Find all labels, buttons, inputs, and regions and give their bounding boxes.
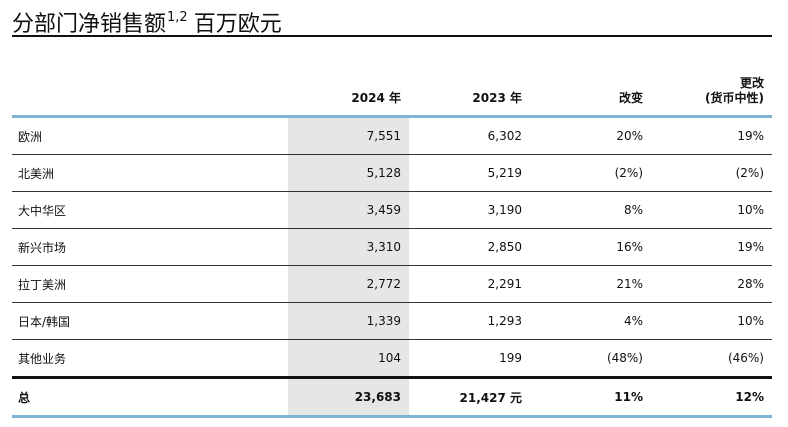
cell-2023: 5,219 — [409, 155, 530, 192]
cell-change-fx: 19% — [651, 118, 772, 155]
total-2023: 21,427 元 — [409, 379, 530, 418]
cell-change: (48%) — [530, 340, 651, 379]
page-title: 分部门净销售额1,2 百万欧元 — [12, 0, 282, 37]
row-label: 日本/韩国 — [12, 303, 288, 340]
cell-2024: 104 — [288, 340, 409, 379]
cell-2024: 3,459 — [288, 192, 409, 229]
cell-change: 21% — [530, 266, 651, 303]
cell-2023: 3,190 — [409, 192, 530, 229]
cell-change: 4% — [530, 303, 651, 340]
header-change: 改变 — [530, 68, 651, 118]
cell-change-fx: (2%) — [651, 155, 772, 192]
total-change-fx: 12% — [651, 379, 772, 418]
title-text: 分部门净销售额 — [12, 12, 167, 37]
title-unit: 百万欧元 — [193, 12, 282, 37]
cell-2023: 1,293 — [409, 303, 530, 340]
table-row: 欧洲 7,551 6,302 20% 19% — [12, 118, 772, 155]
total-2024: 23,683 — [288, 379, 409, 418]
cell-change-fx: 19% — [651, 229, 772, 266]
cell-change: 20% — [530, 118, 651, 155]
cell-change-fx: (46%) — [651, 340, 772, 379]
cell-change-fx: 10% — [651, 192, 772, 229]
cell-2023: 2,850 — [409, 229, 530, 266]
row-label: 新兴市场 — [12, 229, 288, 266]
table-row: 拉丁美洲 2,772 2,291 21% 28% — [12, 266, 772, 303]
cell-change-fx: 10% — [651, 303, 772, 340]
cell-2024: 3,310 — [288, 229, 409, 266]
cell-change: 8% — [530, 192, 651, 229]
cell-2023: 6,302 — [409, 118, 530, 155]
cell-2023: 199 — [409, 340, 530, 379]
total-row: 总 23,683 21,427 元 11% 12% — [12, 379, 772, 418]
title-rule — [12, 35, 772, 37]
title-footnote-ref: 1,2 — [167, 10, 188, 25]
cell-2024: 2,772 — [288, 266, 409, 303]
header-change-currency-neutral: 更改 (货币中性) — [651, 68, 772, 118]
header-change-fx-line1: 更改 — [739, 76, 764, 90]
header-2023: 2023 年 — [409, 68, 530, 118]
total-change: 11% — [530, 379, 651, 418]
total-label: 总 — [12, 379, 288, 418]
cell-2024: 1,339 — [288, 303, 409, 340]
cell-2024: 5,128 — [288, 155, 409, 192]
table-row: 日本/韩国 1,339 1,293 4% 10% — [12, 303, 772, 340]
table-header-row: 2024 年 2023 年 改变 更改 (货币中性) — [12, 68, 772, 118]
cell-change-fx: 28% — [651, 266, 772, 303]
row-label: 大中华区 — [12, 192, 288, 229]
table-row: 北美洲 5,128 5,219 (2%) (2%) — [12, 155, 772, 192]
header-2024: 2024 年 — [288, 68, 409, 118]
row-label: 欧洲 — [12, 118, 288, 155]
row-label: 拉丁美洲 — [12, 266, 288, 303]
cell-2023: 2,291 — [409, 266, 530, 303]
header-change-fx-line2: (货币中性) — [705, 91, 764, 105]
row-label: 其他业务 — [12, 340, 288, 379]
header-label-cell — [12, 68, 288, 118]
row-label: 北美洲 — [12, 155, 288, 192]
table-row: 新兴市场 3,310 2,850 16% 19% — [12, 229, 772, 266]
table-row: 其他业务 104 199 (48%) (46%) — [12, 340, 772, 379]
cell-change: (2%) — [530, 155, 651, 192]
net-sales-table: 2024 年 2023 年 改变 更改 (货币中性) 欧洲 7,551 6,302 20… — [12, 68, 772, 418]
table-row: 大中华区 3,459 3,190 8% 10% — [12, 192, 772, 229]
cell-change: 16% — [530, 229, 651, 266]
cell-2024: 7,551 — [288, 118, 409, 155]
